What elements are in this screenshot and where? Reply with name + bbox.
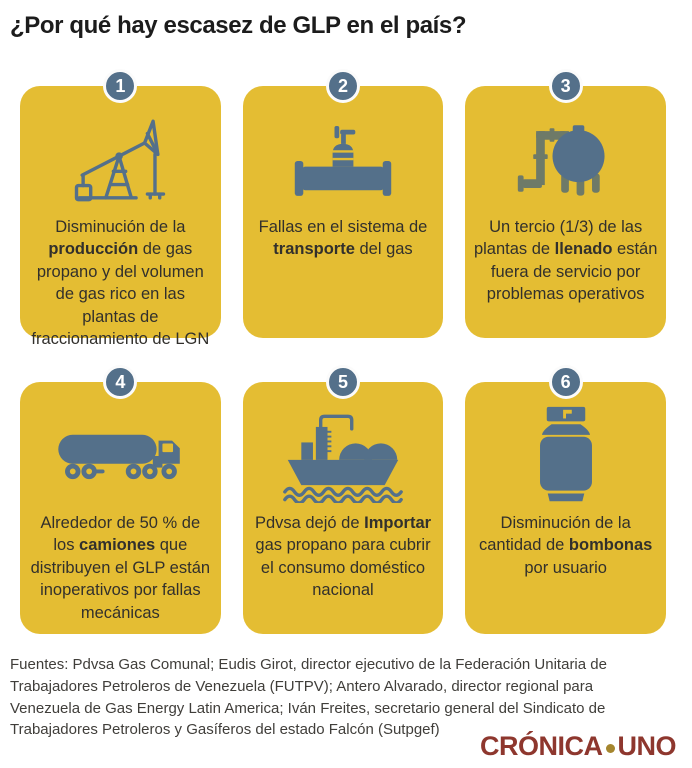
sources-text: Fuentes: Pdvsa Gas Comunal; Eudis Girot,… [10,656,607,739]
card-2-number-badge: 2 [325,69,360,103]
gas-tanker-ship-icon [280,408,406,504]
page-title: ¿Por qué hay escasez de GLP en el país? [10,12,467,39]
card-3-number-badge: 3 [548,69,583,103]
tanker-truck-icon [56,408,184,504]
pipeline-valve-icon [291,112,395,208]
gas-cylinder-icon [520,406,612,504]
card-4-text: Alrededor de 50 % de los camiones que di… [30,514,211,622]
card-3-text: Un tercio (1/3) de las plantas de llenad… [473,218,658,304]
logo-part-cronica: CRÓNICA [480,731,603,761]
card-5-text: Pdvsa dejó de Importar gas propano para … [254,514,432,600]
cronica-uno-logo: CRÓNICA UNO [480,731,676,762]
card-6-number-badge: 6 [548,365,583,399]
card-3-llenado: 3 [465,69,666,338]
cards-grid: 1 Disminución [20,69,666,634]
card-6-text: Disminución de la cantidad de bombonas p… [479,514,653,577]
logo-part-uno: UNO [617,731,677,761]
card-1-number-badge: 1 [103,69,138,103]
card-2-transporte: 2 Fallas en el sistema de transporte [242,69,444,338]
card-6-bombonas: 6 Disminución de la cantidad de bombonas… [465,365,666,634]
card-1-text: Disminución de la producción de gas prop… [31,218,210,349]
gas-plant-tank-icon [513,112,619,208]
logo-dot-icon [605,744,615,753]
card-1-produccion: 1 Disminución [20,69,221,348]
card-4-number-badge: 4 [103,365,138,399]
card-2-text: Fallas en el sistema de transporte del g… [258,218,428,259]
oil-pumpjack-icon [68,112,172,208]
footer: Fuentes: Pdvsa Gas Comunal; Eudis Girot,… [10,654,682,762]
card-4-camiones: 4 [20,365,221,634]
card-5-importacion: 5 [242,365,444,634]
card-5-number-badge: 5 [325,365,360,399]
